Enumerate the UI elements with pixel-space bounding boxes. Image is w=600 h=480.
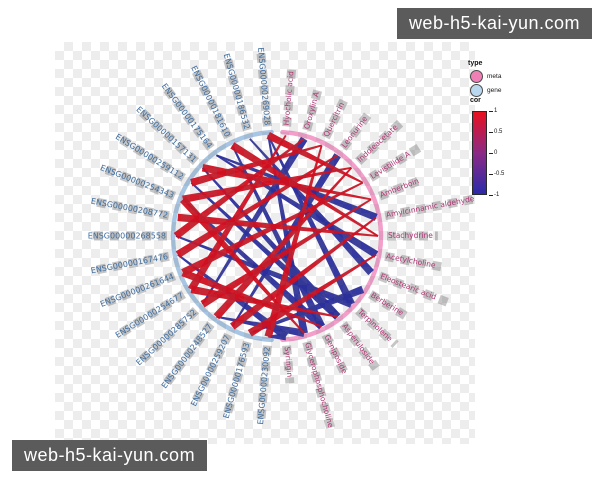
gene-label: ENSG00000186532 bbox=[222, 52, 252, 130]
metabolite-label: Terpinolene bbox=[355, 307, 394, 344]
gene-label: ENSG00000167476 bbox=[90, 252, 169, 275]
colorbar-tick: 1 bbox=[489, 108, 497, 114]
legend-item-label: gene bbox=[487, 87, 502, 94]
backdrop-dash bbox=[339, 111, 372, 151]
gene-label: ENSG00000269028 bbox=[256, 47, 272, 126]
chord-links bbox=[173, 131, 379, 341]
backdrop-dash bbox=[377, 271, 449, 307]
metabolite-label: Stachydrine bbox=[388, 231, 433, 240]
backdrop-dash bbox=[118, 135, 186, 182]
backdrop-dash bbox=[95, 251, 170, 275]
metabolite-label: Levistilide A bbox=[369, 149, 413, 181]
backdrop-dash bbox=[191, 69, 233, 140]
label-backdrops bbox=[93, 52, 479, 435]
backdrop-dash bbox=[282, 62, 297, 127]
metabolite-label: Geniposide bbox=[323, 333, 350, 375]
colorbar-tick: 0 bbox=[489, 150, 497, 156]
tick-label: 0 bbox=[494, 150, 498, 156]
link-chord-negative bbox=[201, 167, 341, 320]
link-chord-positive bbox=[182, 166, 352, 204]
colorbar-gradient bbox=[472, 111, 487, 195]
backdrop-dash bbox=[138, 108, 199, 166]
backdrop-dash bbox=[104, 165, 177, 201]
colorbar-tick: 0.5 bbox=[489, 129, 502, 135]
metabolite-label: Eleostearic acid bbox=[379, 272, 438, 302]
tick-mark bbox=[489, 110, 493, 112]
ring-arcs bbox=[170, 129, 384, 343]
tick-mark bbox=[489, 131, 493, 133]
metabolite-label: Leonurine bbox=[340, 114, 370, 150]
watermark-top: web-h5-kai-yun.com bbox=[396, 8, 592, 39]
tick-label: -1 bbox=[494, 192, 500, 198]
backdrop-dash bbox=[256, 52, 272, 127]
backdrop-dash bbox=[95, 197, 170, 221]
backdrop-dash bbox=[384, 251, 445, 272]
legend-item-label: meta bbox=[487, 73, 502, 80]
link-chord-negative bbox=[267, 135, 308, 334]
metabolite-label: Amylcinnamic aldehyde bbox=[385, 194, 475, 219]
link-chord-positive bbox=[213, 167, 353, 320]
metabolite-label: Hyocholic acid bbox=[282, 71, 296, 126]
link-chord-positive bbox=[247, 253, 377, 337]
link-chord-positive bbox=[264, 145, 323, 338]
watermark-bottom: web-h5-kai-yun.com bbox=[12, 440, 208, 471]
tick-label: 1 bbox=[494, 108, 498, 114]
metabolite-label: Berberine bbox=[369, 290, 405, 317]
colorbar-tick: -1 bbox=[489, 192, 499, 198]
gene-label: ENSG00000208772 bbox=[90, 197, 169, 220]
backdrop-dash bbox=[321, 332, 351, 379]
tick-mark bbox=[489, 152, 493, 154]
legend: type meta gene cor 1 0.5 0 -0.5 -1 bbox=[464, 58, 544, 208]
metabolite-label: Acetylcholine bbox=[385, 252, 436, 270]
backdrop-dash bbox=[377, 176, 421, 201]
backdrop-dash bbox=[223, 58, 252, 132]
link-chord-positive bbox=[180, 196, 305, 334]
backdrop-dash bbox=[355, 306, 399, 348]
backdrop-dash bbox=[191, 332, 233, 403]
metabolite-label: Amberboin bbox=[379, 176, 421, 199]
backdrop-dash bbox=[368, 290, 409, 321]
gene-label: ENSG00000176593 bbox=[222, 342, 252, 420]
link-chord-positive bbox=[266, 131, 364, 184]
backdrop-dash bbox=[163, 321, 215, 386]
gene-dot-icon bbox=[470, 84, 483, 97]
meta-arc bbox=[280, 129, 384, 343]
tick-mark bbox=[489, 173, 493, 175]
legend-item-gene: gene bbox=[470, 84, 501, 97]
link-chord-positive bbox=[187, 134, 287, 292]
backdrop-dash bbox=[223, 340, 252, 414]
backdrop-dash bbox=[282, 345, 295, 384]
legend-title: type bbox=[468, 60, 483, 67]
meta-dot-icon bbox=[470, 70, 483, 83]
link-chord-positive bbox=[190, 144, 322, 187]
backdrop-dash bbox=[302, 84, 324, 132]
metabolite-label: Syringin bbox=[283, 346, 295, 378]
backdrop-dash bbox=[138, 306, 199, 364]
metabolite-label: Oroxylin A bbox=[302, 90, 321, 130]
gene-arc bbox=[170, 129, 274, 343]
colorbar-title: cor bbox=[470, 97, 481, 104]
link-chord-positive bbox=[200, 198, 372, 308]
gene-label: ENSG00000230092 bbox=[256, 346, 272, 425]
gene-label: ENSG00000268558 bbox=[88, 232, 166, 241]
backdrop-dash bbox=[118, 290, 186, 337]
link-chord-positive bbox=[173, 138, 305, 240]
legend-item-meta: meta bbox=[470, 70, 501, 83]
link-chord-positive bbox=[230, 142, 379, 237]
colorbar-tick: -0.5 bbox=[489, 171, 504, 177]
link-chord-positive bbox=[190, 285, 338, 318]
backdrop-dash bbox=[163, 86, 215, 151]
link-chord-negative bbox=[267, 134, 355, 306]
tick-label: -0.5 bbox=[494, 171, 505, 177]
backdrop-dash bbox=[355, 118, 406, 166]
backdrop-dash bbox=[368, 142, 424, 182]
tick-label: 0.5 bbox=[494, 129, 503, 135]
tick-mark bbox=[489, 194, 493, 196]
backdrop-dash bbox=[321, 93, 351, 140]
backdrop-dash bbox=[104, 271, 177, 307]
metabolite-label: Quercitrin bbox=[322, 101, 347, 139]
backdrop-dash bbox=[256, 345, 272, 420]
